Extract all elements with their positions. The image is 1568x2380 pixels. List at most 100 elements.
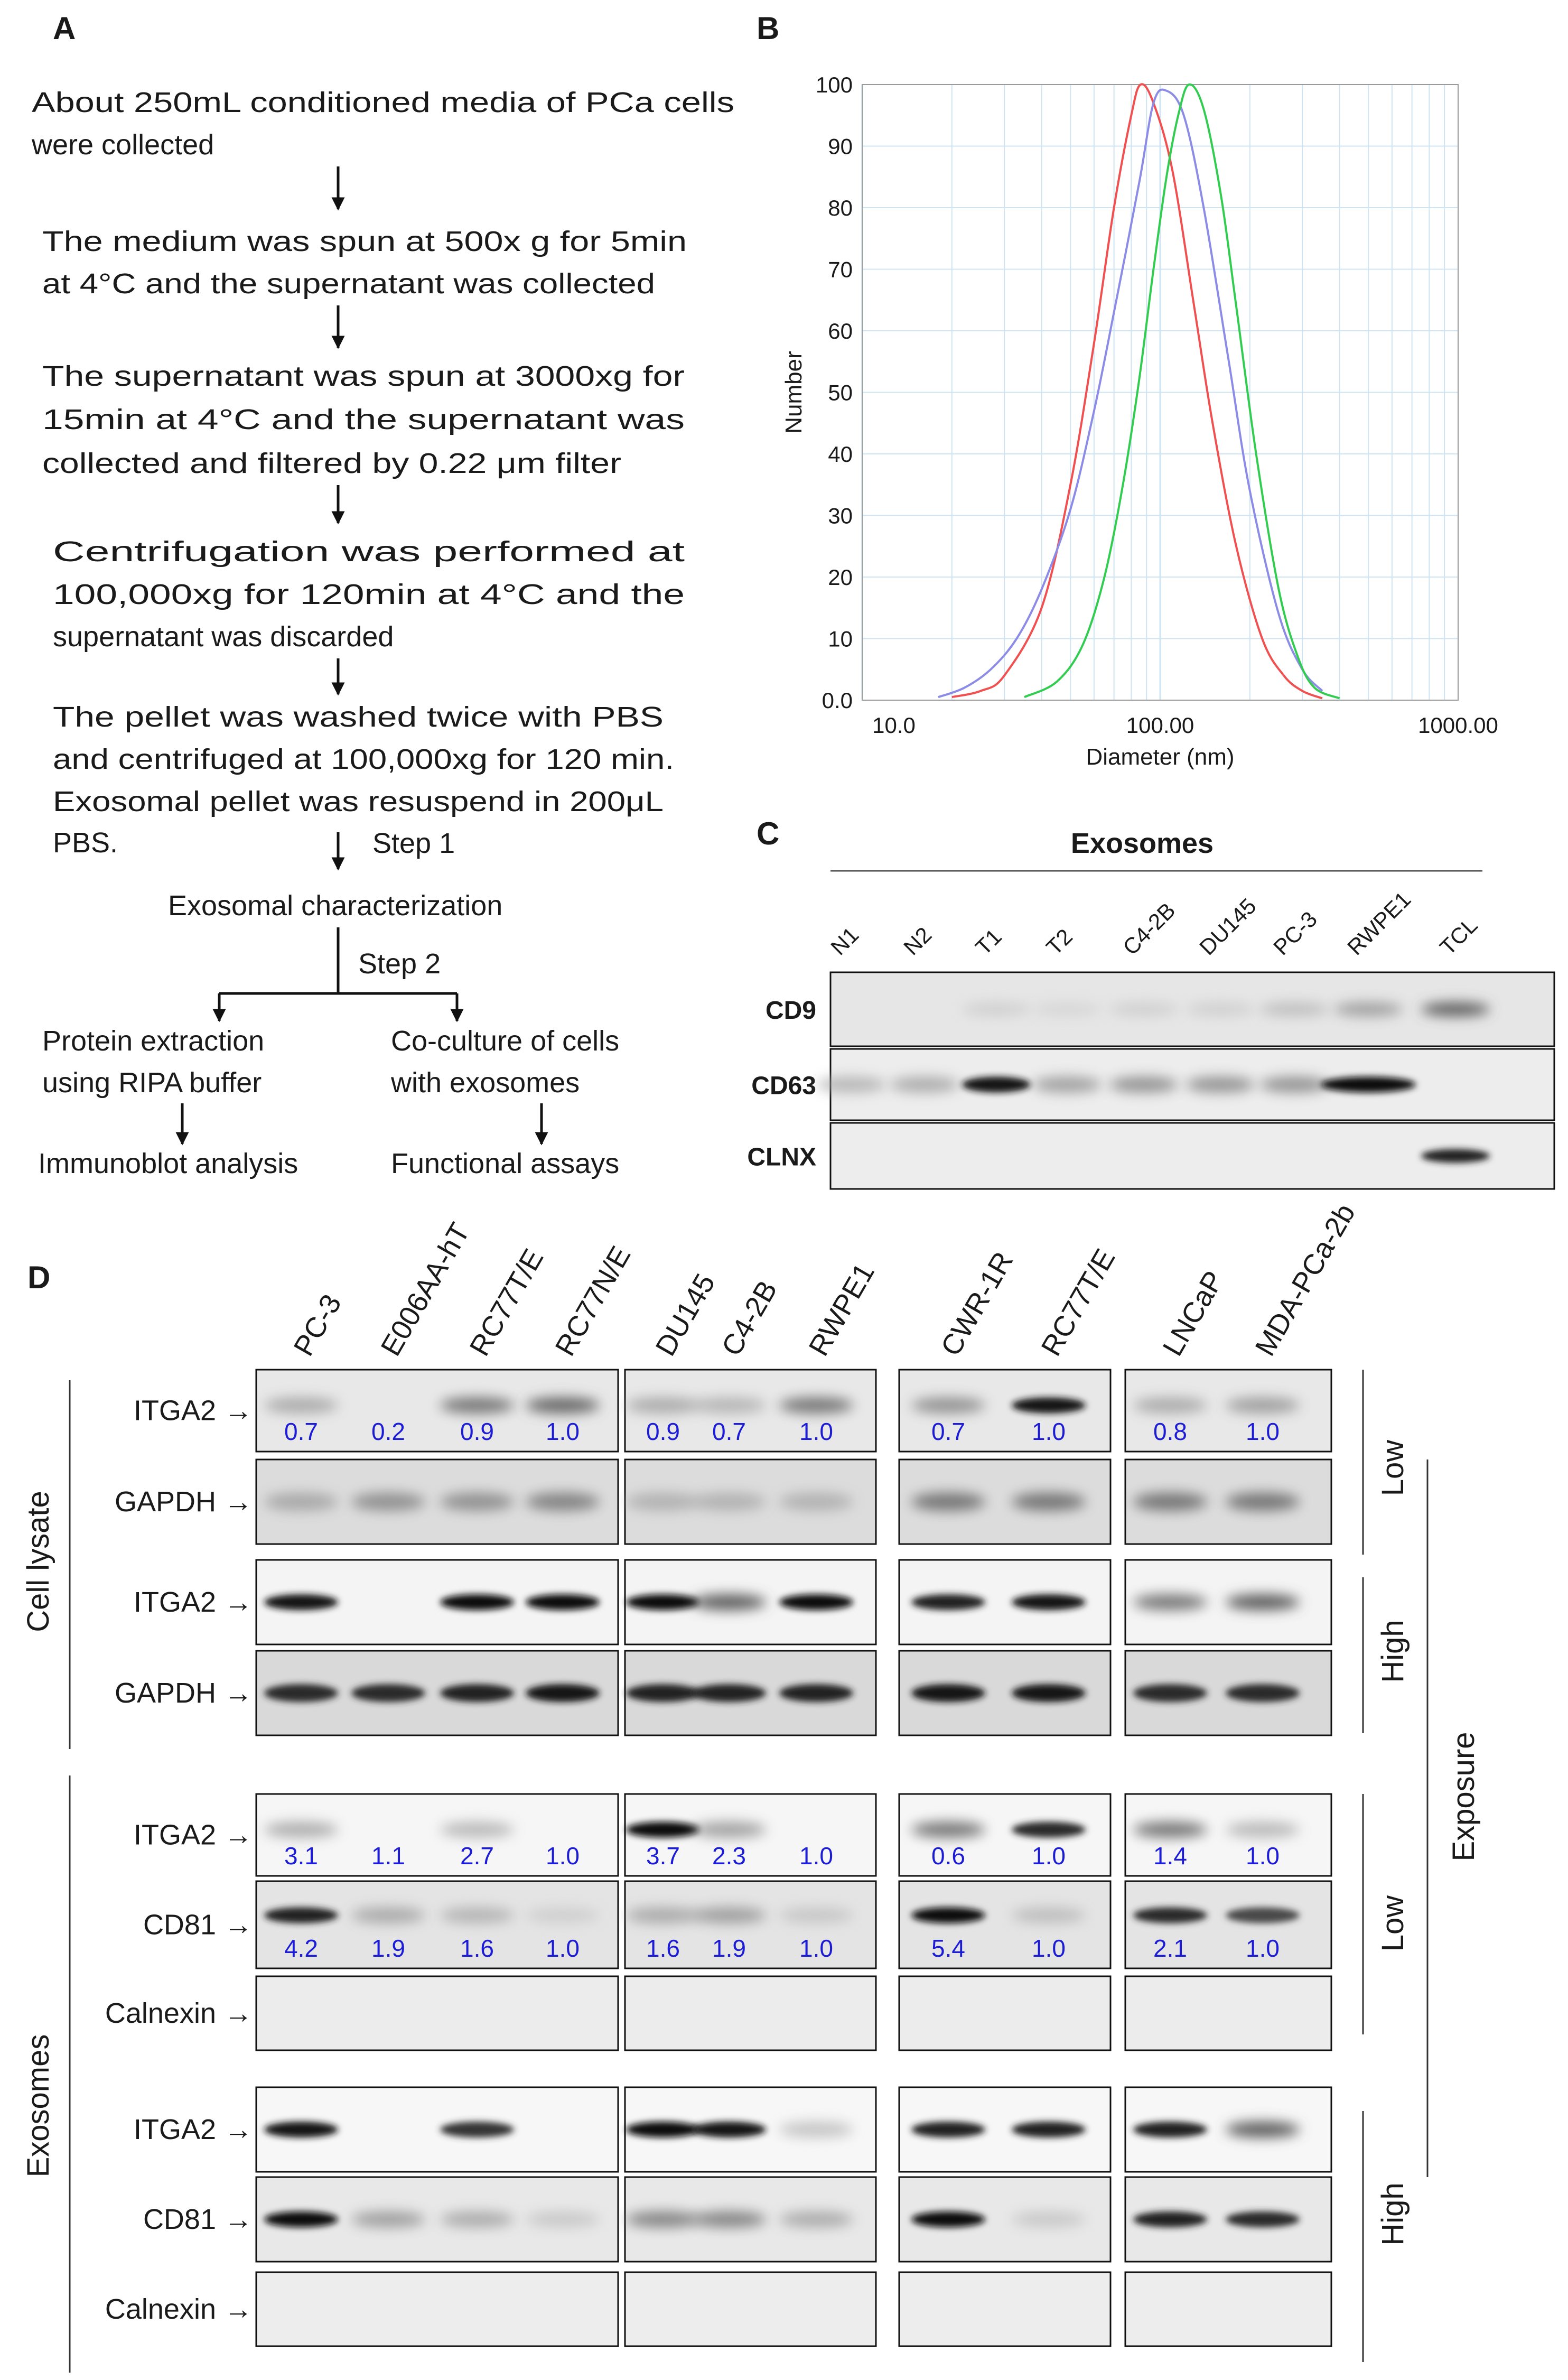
step-5-line-1: The pellet was washed twice with PBS (53, 701, 664, 733)
y-tick-label: 70 (828, 257, 853, 282)
lane-label-d: RC77N/E (549, 1241, 637, 1361)
row-label-c: CLNX (747, 1143, 816, 1172)
band-d (1133, 1397, 1207, 1414)
band-d (1133, 1684, 1207, 1702)
right-branch-line-2: with exosomes (390, 1067, 580, 1099)
band-d (692, 1907, 766, 1923)
densitometry-value: 1.9 (371, 1935, 405, 1962)
band-d (1012, 1397, 1086, 1414)
step-4-line-2: 100,000xg for 120min at 4°C and the (53, 579, 685, 610)
band-d (779, 1907, 853, 1923)
x-tick-label: 100.00 (1126, 713, 1194, 738)
lane-label-d: RWPE1 (802, 1258, 880, 1361)
y-tick-label: 40 (828, 442, 853, 467)
lane-label-d: PC-3 (287, 1289, 347, 1361)
band-d (440, 1907, 514, 1923)
band-d (1133, 1493, 1207, 1511)
densitometry-value: 1.6 (646, 1935, 680, 1962)
step-5-line-4: PBS. (53, 827, 118, 859)
band-d (1133, 1907, 1207, 1923)
panel-letter-b: B (757, 11, 779, 46)
band-c (1033, 1002, 1102, 1016)
band-d (351, 2211, 425, 2227)
y-tick-label: 100 (816, 72, 853, 97)
lane-label-c: C4-2B (1118, 898, 1180, 960)
band-d (264, 2211, 338, 2227)
y-tick-label: 30 (828, 504, 853, 528)
band-d (526, 1594, 600, 1610)
y-tick-label: 90 (828, 134, 853, 159)
y-tick-label: 50 (828, 380, 853, 405)
blot-box-d (255, 2271, 619, 2347)
band-d (1226, 1493, 1300, 1511)
band-d (1012, 1684, 1086, 1702)
band-d (264, 1493, 338, 1511)
lane-label-d: RC77T/E (463, 1244, 549, 1361)
lane-label-c: PC-3 (1268, 906, 1322, 960)
lane-label-c: N1 (826, 922, 863, 960)
lane-label-c: RWPE1 (1342, 887, 1415, 960)
left-end-text: Immunoblot analysis (38, 1148, 298, 1179)
densitometry-value: 1.4 (1153, 1842, 1187, 1870)
band-d (692, 2122, 766, 2137)
band-d (526, 1397, 600, 1414)
band-d (264, 1684, 338, 1702)
band-d (264, 2122, 338, 2137)
left-branch-line-2: using RIPA buffer (42, 1067, 262, 1099)
band-d (440, 1397, 514, 1414)
blot-box-d (1124, 2271, 1332, 2347)
band-d (626, 1493, 700, 1511)
row-label-d: GAPDH → (115, 1486, 253, 1518)
right-branch-line-1: Co-culture of cells (391, 1025, 619, 1057)
densitometry-value: 1.6 (460, 1935, 494, 1962)
band-d (692, 1397, 766, 1414)
row-label-d: CD81 → (143, 2204, 253, 2235)
densitometry-value: 1.0 (1246, 1418, 1280, 1445)
band-d (911, 1493, 985, 1511)
densitometry-value: 3.7 (646, 1842, 680, 1870)
band-d (779, 2122, 853, 2137)
densitometry-value: 1.0 (546, 1418, 580, 1445)
densitometry-value: 1.0 (1032, 1935, 1066, 1962)
blot-c: CD9 CD63 CLNX (747, 971, 1555, 1190)
panel-letter-d: D (27, 1260, 50, 1295)
right-end-text: Functional assays (391, 1148, 619, 1179)
band-d (692, 1821, 766, 1838)
lane-label-c: TCL (1435, 913, 1482, 960)
step2-label: Step 2 (358, 948, 441, 980)
band-d (1133, 1594, 1207, 1610)
band-d (626, 1821, 700, 1838)
band-d (264, 1907, 338, 1923)
step-1-line-2: were collected (31, 129, 214, 161)
band-d (779, 1397, 853, 1414)
step-5-line-2: and centrifuged at 100,000xg for 120 min… (53, 743, 674, 775)
band-c (1260, 1076, 1329, 1093)
densitometry-value: 1.0 (1246, 1935, 1280, 1962)
densitometry-value: 2.3 (712, 1842, 746, 1870)
densitometry-value: 0.7 (712, 1418, 746, 1445)
band-d (1226, 2122, 1300, 2137)
band-d (911, 1397, 985, 1414)
densitometry-value: 0.8 (1153, 1418, 1187, 1445)
band-c (817, 1076, 886, 1093)
blot-box-d (1124, 1975, 1332, 2051)
band-d (1012, 1821, 1086, 1838)
exosomes-title: Exosomes (1071, 828, 1214, 859)
band-d (626, 2122, 700, 2137)
band-d (351, 1907, 425, 1923)
row-label-c: CD63 (751, 1072, 816, 1100)
densitometry-value: 0.9 (460, 1418, 494, 1445)
lane-labels-c: N1 N2 T1 T2 C4-2B DU145 PC-3 RWPE1 TCL (826, 887, 1482, 960)
band-d (692, 1493, 766, 1511)
band-d (626, 1684, 700, 1702)
band-c (962, 1002, 1031, 1016)
band-d (526, 1907, 600, 1923)
band-d (1226, 1907, 1300, 1923)
step1-label: Step 1 (372, 828, 455, 859)
blot-box-d (255, 1975, 619, 2051)
row-label-c: CD9 (766, 997, 816, 1025)
series-line-red (951, 83, 1323, 700)
band-d (911, 1821, 985, 1838)
